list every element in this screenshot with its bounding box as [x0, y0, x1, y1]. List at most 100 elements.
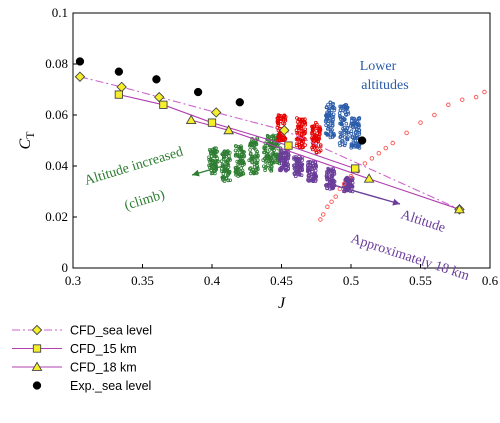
flight-point [323, 119, 328, 124]
flight-point [328, 100, 333, 105]
series-point-1 [284, 141, 293, 150]
flight-point [328, 135, 333, 140]
y-tick-label: 0 [62, 260, 69, 275]
flight-point [339, 105, 344, 110]
flight-point [294, 137, 299, 142]
flight-point [348, 180, 353, 185]
flight-point [328, 114, 333, 118]
legend-marker-3 [32, 381, 42, 390]
flight-point [236, 145, 241, 149]
flight-point [338, 130, 343, 135]
flight-point [247, 158, 252, 163]
flight-point [298, 117, 302, 122]
flight-point [221, 168, 226, 173]
y-axis-label: CT [17, 131, 37, 150]
flight-point [355, 122, 359, 126]
red-open-point [329, 199, 334, 204]
flight-point [332, 108, 337, 112]
flight-point [269, 167, 274, 171]
flight-point [267, 159, 271, 164]
legend-marker-1 [32, 344, 42, 353]
flight-point [242, 154, 247, 159]
red-open-point [348, 173, 354, 179]
annotation-climb: (climb) [123, 187, 167, 213]
flight-data-clusters [207, 100, 362, 194]
x-tick-label: 0.35 [131, 273, 154, 288]
flight-point [263, 168, 267, 173]
legend-label-1: CFD_15 km [70, 342, 137, 356]
flight-point [339, 139, 344, 143]
flight-point [227, 154, 231, 158]
flight-point [331, 179, 336, 183]
flight-point [310, 127, 315, 131]
flight-point [350, 124, 355, 129]
flight-point [210, 154, 214, 159]
flight-point [296, 125, 301, 130]
x-tick-label: 0.5 [343, 273, 359, 288]
series-markers [74, 57, 465, 215]
flight-point [306, 169, 310, 174]
flight-cluster-0 [207, 133, 284, 183]
flight-point [355, 135, 360, 140]
flight-point [249, 139, 254, 144]
series-point-1 [114, 90, 124, 99]
flight-point [214, 154, 218, 159]
flight-point [297, 140, 302, 145]
flight-point [233, 148, 238, 153]
flight-point [213, 171, 217, 176]
y-tick-label: 0.02 [45, 209, 68, 224]
y-axis-ticks: 0 0.02 0.04 0.06 0.08 0.1 [45, 5, 77, 275]
flight-point [311, 179, 316, 183]
flight-point [350, 185, 354, 189]
series-point-3 [152, 75, 161, 84]
flight-point [311, 136, 316, 141]
flight-point [236, 171, 240, 176]
series-point-1 [159, 100, 168, 109]
x-axis-label: J [278, 295, 286, 312]
flight-point [237, 154, 242, 159]
flight-point [278, 152, 283, 157]
legend-label-0: CFD_sea level [70, 324, 152, 338]
flight-point [263, 150, 267, 155]
flight-point [261, 164, 266, 169]
legend-marker-0 [31, 324, 43, 336]
series-point-3 [357, 136, 367, 145]
flight-point [337, 141, 342, 145]
flight-point [310, 130, 314, 135]
flight-point [352, 116, 356, 121]
flight-point [250, 168, 255, 172]
flight-point [342, 117, 347, 122]
red-open-point [369, 156, 375, 161]
flight-point [278, 168, 283, 173]
series-point-0 [116, 81, 127, 93]
red-open-point [473, 94, 479, 100]
flight-point [228, 178, 233, 183]
flight-point [279, 117, 284, 121]
flight-point [357, 132, 362, 136]
flight-point [345, 130, 350, 135]
red-open-point [418, 120, 423, 125]
flight-point [315, 122, 319, 127]
y-axis-label-main: C [17, 139, 34, 150]
flight-point [328, 177, 333, 182]
flight-point [313, 163, 318, 168]
flight-point [295, 120, 300, 124]
flight-point [255, 150, 260, 154]
red-open-point [341, 181, 347, 187]
x-tick-label: 0.45 [270, 273, 293, 288]
flight-point [279, 114, 283, 118]
flight-point [281, 121, 285, 126]
x-tick-label: 0.55 [409, 273, 432, 288]
flight-point [240, 168, 245, 173]
flight-point [278, 138, 282, 143]
flight-point [313, 171, 317, 176]
legend-label-3: Exp._sea level [70, 379, 151, 393]
flight-point [209, 151, 213, 155]
flight-point [281, 150, 286, 155]
flight-point [266, 152, 271, 156]
y-tick-label: 0.1 [52, 5, 68, 20]
flight-point [303, 143, 307, 147]
flight-point [314, 150, 319, 155]
flight-point [318, 144, 323, 149]
arrow-altitude-head [392, 198, 400, 206]
